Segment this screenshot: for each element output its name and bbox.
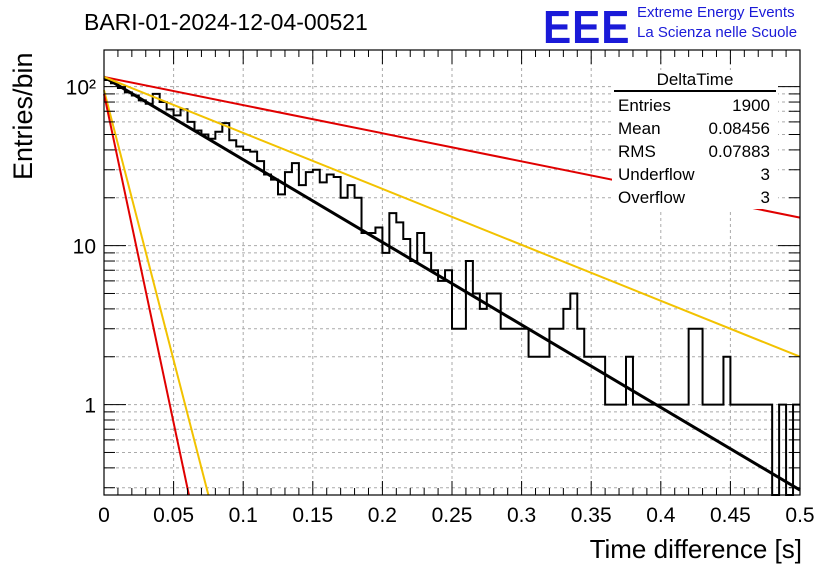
x-tick-label: 0.15 <box>292 504 333 527</box>
x-tick-label: 0.1 <box>229 504 258 527</box>
chart-title: BARI-01-2024-12-04-00521 <box>84 9 368 35</box>
y-tick-label: 10 <box>73 236 96 259</box>
stats-label: Overflow <box>618 188 686 207</box>
stats-title: DeltaTime <box>614 70 776 92</box>
stats-row-mean: Mean 0.08456 <box>612 117 778 140</box>
x-tick-label: 0.45 <box>710 504 751 527</box>
stats-value: 0.07883 <box>708 142 770 161</box>
y-axis-label: Entries/bin <box>8 52 38 180</box>
x-tick-label: 0.05 <box>153 504 194 527</box>
x-tick-label: 0.5 <box>785 504 814 527</box>
stats-value: 3 <box>760 165 770 184</box>
stats-value: 3 <box>760 188 770 207</box>
tick-labels: 0 0.05 0.1 0.15 0.2 0.25 0.3 0.35 0.4 0.45 0.5 1 10 1… <box>66 77 815 527</box>
yellow-mid-line <box>103 76 801 358</box>
stats-value: 1900 <box>732 96 770 115</box>
stats-label: Mean <box>618 119 661 138</box>
eee-logo: EEE <box>543 1 631 53</box>
stats-box: DeltaTime Entries 1900 Mean 0.08456 RMS … <box>612 70 778 209</box>
stats-row-rms: RMS 0.07883 <box>612 140 778 163</box>
stats-row-underflow: Underflow 3 <box>612 163 778 186</box>
axis-ticks <box>103 50 801 495</box>
stats-label: Entries <box>618 96 671 115</box>
stats-value: 0.08456 <box>708 119 770 138</box>
x-tick-label: 0.4 <box>646 504 676 527</box>
logo-line-1: Extreme Energy Events <box>637 4 795 21</box>
x-tick-label: 0.25 <box>432 504 473 527</box>
y-tick-label: 10² <box>66 77 96 100</box>
x-tick-label: 0 <box>98 504 110 527</box>
fit-curves <box>103 75 801 496</box>
red-fast-line <box>103 93 190 496</box>
x-tick-label: 0.35 <box>571 504 612 527</box>
x-tick-label: 0.3 <box>507 504 536 527</box>
logo-line-2: La Scienza nelle Scuole <box>637 24 798 41</box>
x-tick-label: 0.2 <box>368 504 397 527</box>
yellow-fast-line <box>103 89 210 496</box>
x-axis-label: Time difference [s] <box>589 534 802 564</box>
stats-label: Underflow <box>618 165 695 184</box>
stats-row-overflow: Overflow 3 <box>612 186 778 209</box>
y-tick-label: 1 <box>84 395 96 418</box>
stats-row-entries: Entries 1900 <box>612 94 778 117</box>
exponential-fit-line <box>103 75 801 492</box>
stats-label: RMS <box>618 142 656 161</box>
